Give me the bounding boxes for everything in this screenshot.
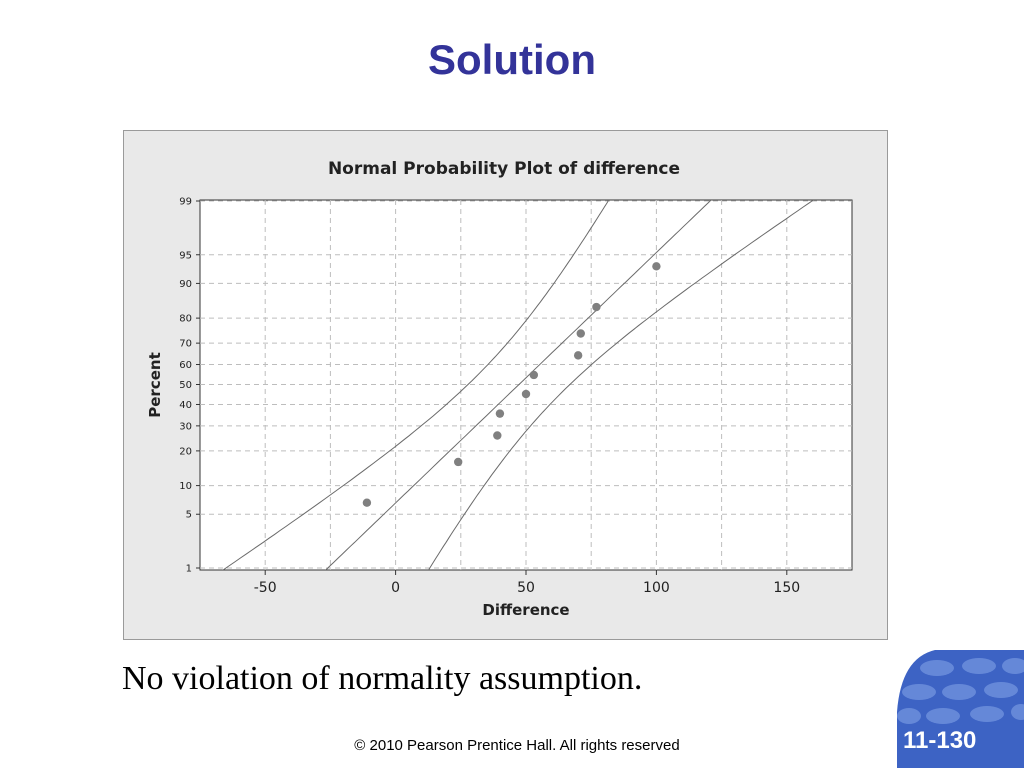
fit-line xyxy=(325,200,712,570)
y-tick-label: 60 xyxy=(179,360,192,371)
data-points xyxy=(362,262,661,507)
x-tick-label: 50 xyxy=(517,580,535,596)
y-tick-label: 70 xyxy=(179,339,192,350)
y-axis-label: Percent xyxy=(146,352,164,417)
y-tick-label: 5 xyxy=(186,510,192,521)
y-tick-label: 90 xyxy=(179,279,192,290)
pearson-logo-badge xyxy=(897,650,1024,768)
upper-confidence-band xyxy=(222,200,610,570)
y-tick-label: 1 xyxy=(186,564,192,575)
data-point xyxy=(493,431,502,440)
y-tick-label: 50 xyxy=(179,380,192,391)
y-tick-label: 20 xyxy=(179,446,192,457)
data-point xyxy=(576,329,585,338)
fit-and-bands xyxy=(222,200,815,570)
grid-lines xyxy=(200,200,852,570)
y-tick-label: 95 xyxy=(179,250,192,261)
data-point xyxy=(529,370,539,380)
data-point xyxy=(573,351,583,360)
data-point xyxy=(453,457,463,467)
y-tick-label: 99 xyxy=(179,197,192,208)
data-point xyxy=(362,498,372,507)
x-tick-label: -50 xyxy=(254,580,277,596)
y-tick-label: 30 xyxy=(179,421,192,432)
x-tick-label: 100 xyxy=(643,580,670,596)
chart-title: Normal Probability Plot of difference xyxy=(328,159,680,179)
lower-confidence-band xyxy=(427,200,815,570)
slide-number: 11-130 xyxy=(903,727,977,754)
slide-title: Solution xyxy=(428,36,596,83)
x-axis-label: Difference xyxy=(482,601,569,619)
axes: -50 0 50 100 150 1 5 10 20 30 40 50 60 70 80 90 95 99 xyxy=(179,197,800,597)
normal-probability-chart: Normal Probability Plot of difference -5… xyxy=(123,130,888,640)
x-tick-label: 150 xyxy=(773,580,800,596)
data-point xyxy=(592,302,601,312)
data-point xyxy=(495,409,505,418)
y-tick-label: 10 xyxy=(179,481,192,492)
chart-svg: Normal Probability Plot of difference -5… xyxy=(146,159,853,619)
x-tick-label: 0 xyxy=(391,580,400,596)
copyright-text: © 2010 Pearson Prentice Hall. All rights… xyxy=(354,737,680,754)
conclusion-text: No violation of normality assumption. xyxy=(122,660,643,697)
y-tick-label: 80 xyxy=(179,314,192,325)
data-point xyxy=(652,262,661,271)
data-point xyxy=(521,389,531,399)
y-tick-label: 40 xyxy=(179,400,192,411)
